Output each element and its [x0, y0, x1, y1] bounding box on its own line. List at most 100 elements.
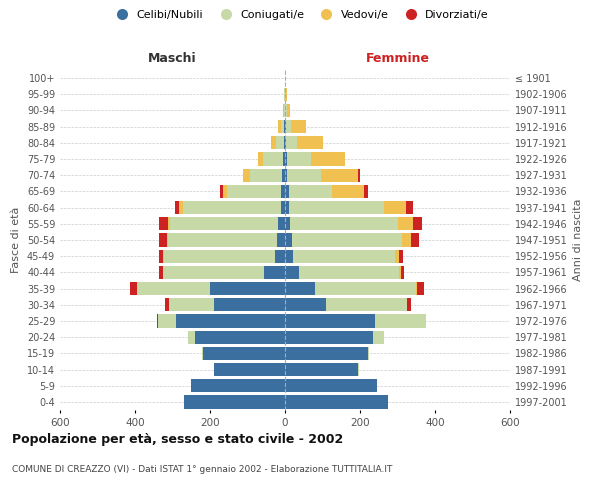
Text: COMUNE DI CREAZZO (VI) - Dati ISTAT 1° gennaio 2002 - Elaborazione TUTTITALIA.IT: COMUNE DI CREAZZO (VI) - Dati ISTAT 1° g… [12, 466, 392, 474]
Bar [332, 185, 364, 198]
Bar [320, 168, 358, 182]
Bar [425, 314, 427, 328]
Bar [163, 266, 265, 279]
Bar [406, 201, 413, 214]
Bar [281, 120, 284, 134]
Bar [277, 120, 281, 134]
Bar [214, 363, 285, 376]
Bar [285, 396, 388, 408]
Text: Femmine: Femmine [365, 52, 430, 65]
Bar [373, 330, 383, 344]
Y-axis label: Fasce di età: Fasce di età [11, 207, 21, 273]
Bar [413, 217, 421, 230]
Bar [285, 282, 315, 295]
Bar [410, 234, 419, 246]
Bar [285, 185, 289, 198]
Bar [293, 250, 395, 263]
Bar [326, 298, 407, 312]
Bar [299, 266, 398, 279]
Bar [284, 104, 285, 117]
Bar [278, 217, 285, 230]
Bar [401, 266, 404, 279]
Bar [176, 314, 285, 328]
Bar [159, 266, 163, 279]
Bar [285, 346, 367, 360]
Bar [286, 120, 292, 134]
Bar [284, 88, 285, 101]
Bar [167, 217, 170, 230]
Bar [311, 152, 345, 166]
Bar [358, 363, 359, 376]
Bar [220, 185, 223, 198]
Bar [175, 201, 179, 214]
Bar [281, 185, 285, 198]
Bar [179, 201, 183, 214]
Bar [167, 234, 168, 246]
Bar [183, 201, 281, 214]
Bar [263, 152, 283, 166]
Bar [289, 185, 332, 198]
Bar [271, 136, 277, 149]
Bar [285, 363, 358, 376]
Bar [157, 314, 176, 328]
Bar [417, 282, 424, 295]
Bar [289, 201, 385, 214]
Text: Maschi: Maschi [148, 52, 197, 65]
Bar [403, 234, 410, 246]
Bar [285, 330, 373, 344]
Bar [385, 201, 406, 214]
Bar [214, 298, 285, 312]
Bar [287, 168, 320, 182]
Bar [283, 104, 284, 117]
Bar [169, 298, 214, 312]
Bar [284, 136, 285, 149]
Bar [170, 217, 278, 230]
Bar [250, 168, 282, 182]
Bar [160, 234, 167, 246]
Bar [285, 217, 290, 230]
Bar [160, 217, 167, 230]
Bar [286, 88, 287, 101]
Bar [285, 88, 286, 101]
Bar [191, 379, 285, 392]
Bar [284, 120, 285, 134]
Bar [285, 168, 287, 182]
Bar [242, 168, 244, 182]
Bar [202, 346, 203, 360]
Bar [292, 120, 307, 134]
Legend: Celibi/Nubili, Coniugati/e, Vedovi/e, Divorziati/e: Celibi/Nubili, Coniugati/e, Vedovi/e, Di… [107, 6, 493, 25]
Bar [283, 152, 285, 166]
Bar [358, 168, 360, 182]
Bar [315, 282, 416, 295]
Bar [210, 282, 285, 295]
Bar [227, 185, 281, 198]
Bar [164, 250, 275, 263]
Bar [188, 330, 195, 344]
Bar [367, 346, 370, 360]
Bar [165, 298, 169, 312]
Bar [285, 379, 377, 392]
Bar [168, 234, 277, 246]
Bar [265, 266, 285, 279]
Bar [203, 346, 285, 360]
Bar [275, 250, 285, 263]
Bar [223, 185, 227, 198]
Bar [399, 250, 403, 263]
Bar [285, 314, 375, 328]
Bar [398, 266, 401, 279]
Bar [286, 104, 287, 117]
Bar [416, 282, 417, 295]
Y-axis label: Anni di nascita: Anni di nascita [573, 198, 583, 281]
Bar [285, 234, 292, 246]
Bar [277, 234, 285, 246]
Bar [286, 136, 298, 149]
Bar [290, 217, 398, 230]
Bar [244, 168, 250, 182]
Bar [364, 185, 367, 198]
Bar [285, 152, 287, 166]
Bar [277, 136, 284, 149]
Bar [281, 201, 285, 214]
Bar [407, 298, 412, 312]
Bar [292, 234, 403, 246]
Bar [282, 168, 285, 182]
